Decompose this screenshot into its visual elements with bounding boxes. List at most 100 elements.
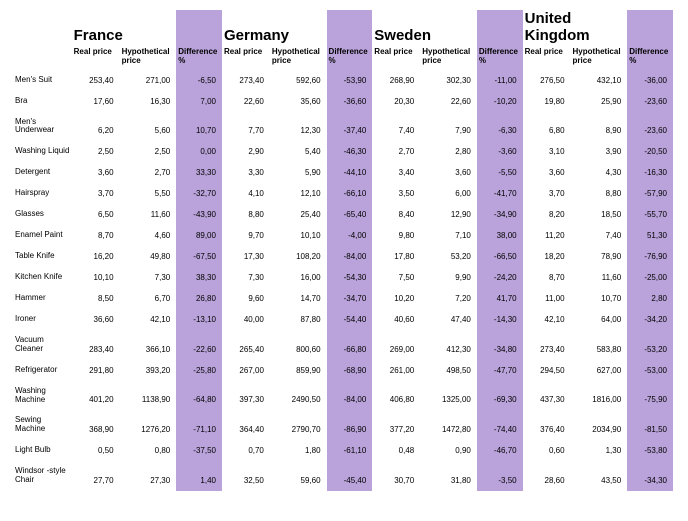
germany-real-cell: 3,30: [222, 162, 270, 183]
uk-hyp-cell: 8,90: [571, 112, 628, 142]
uk-diff-cell: -75,90: [627, 381, 673, 411]
germany-hyp-cell: 2790,70: [270, 410, 327, 440]
france-diff-cell: 1,40: [176, 461, 222, 491]
germany-hyp-cell: 12,10: [270, 183, 327, 204]
france-hyp-cell: 5,50: [120, 183, 177, 204]
france-hyp-cell: 0,80: [120, 440, 177, 461]
france-real-cell: 401,20: [72, 381, 120, 411]
france-real-cell: 283,40: [72, 330, 120, 360]
france-hyp-cell: 6,70: [120, 288, 177, 309]
sweden-hyp-cell: 6,00: [420, 183, 477, 204]
uk-real-cell: 437,30: [523, 381, 571, 411]
sweden-hyp-cell: 9,90: [420, 267, 477, 288]
table-row: Vacuum Cleaner283,40366,10-22,60265,4080…: [15, 330, 673, 360]
sweden-diff-cell: -6,30: [477, 112, 523, 142]
germany-diff-cell: -61,10: [327, 440, 373, 461]
france-hyp-cell: 393,20: [120, 360, 177, 381]
sweden-real-cell: 3,50: [372, 183, 420, 204]
france-diff-cell: -22,60: [176, 330, 222, 360]
product-label: Ironer: [15, 309, 72, 330]
country-sweden: Sweden: [372, 10, 477, 46]
col-hyp: Hypothetical price: [420, 46, 477, 70]
germany-real-cell: 22,60: [222, 91, 270, 112]
sweden-diff-cell: -69,30: [477, 381, 523, 411]
col-hyp: Hypothetical price: [270, 46, 327, 70]
uk-hyp-cell: 25,90: [571, 91, 628, 112]
germany-diff-cell: -65,40: [327, 204, 373, 225]
france-real-cell: 0,50: [72, 440, 120, 461]
germany-real-cell: 9,60: [222, 288, 270, 309]
table-row: Hammer8,506,7026,809,6014,70-34,7010,207…: [15, 288, 673, 309]
france-diff-cell: 33,30: [176, 162, 222, 183]
country-germany: Germany: [222, 10, 327, 46]
france-real-cell: 27,70: [72, 461, 120, 491]
sweden-real-cell: 10,20: [372, 288, 420, 309]
product-label: Refrigerator: [15, 360, 72, 381]
france-real-cell: 36,60: [72, 309, 120, 330]
france-diff-cell: 7,00: [176, 91, 222, 112]
germany-real-cell: 2,90: [222, 141, 270, 162]
col-real: Real price: [372, 46, 420, 70]
table-row: Bra17,6016,307,0022,6035,60-36,6020,3022…: [15, 91, 673, 112]
sweden-diff-cell: -34,80: [477, 330, 523, 360]
product-label: Kitchen Knife: [15, 267, 72, 288]
france-diff-cell: -13,10: [176, 309, 222, 330]
uk-diff-cell: -16,30: [627, 162, 673, 183]
france-real-cell: 3,60: [72, 162, 120, 183]
france-hyp-cell: 27,30: [120, 461, 177, 491]
sweden-hyp-cell: 7,90: [420, 112, 477, 142]
france-hyp-cell: 271,00: [120, 70, 177, 91]
france-real-cell: 368,90: [72, 410, 120, 440]
germany-hyp-cell: 800,60: [270, 330, 327, 360]
uk-hyp-cell: 432,10: [571, 70, 628, 91]
sweden-hyp-cell: 0,90: [420, 440, 477, 461]
uk-real-cell: 42,10: [523, 309, 571, 330]
germany-real-cell: 9,70: [222, 225, 270, 246]
table-row: Glasses6,5011,60-43,908,8025,40-65,408,4…: [15, 204, 673, 225]
sweden-diff-cell: -5,50: [477, 162, 523, 183]
uk-hyp-cell: 78,90: [571, 246, 628, 267]
uk-hyp-cell: 2034,90: [571, 410, 628, 440]
germany-real-cell: 17,30: [222, 246, 270, 267]
germany-real-cell: 397,30: [222, 381, 270, 411]
sweden-hyp-cell: 31,80: [420, 461, 477, 491]
sweden-diff-cell: 38,00: [477, 225, 523, 246]
germany-real-cell: 265,40: [222, 330, 270, 360]
france-real-cell: 253,40: [72, 70, 120, 91]
sweden-hyp-cell: 7,10: [420, 225, 477, 246]
france-hyp-cell: 16,30: [120, 91, 177, 112]
table-row: Ironer36,6042,10-13,1040,0087,80-54,4040…: [15, 309, 673, 330]
france-diff-cell: 38,30: [176, 267, 222, 288]
uk-diff-cell: -20,50: [627, 141, 673, 162]
uk-hyp-cell: 627,00: [571, 360, 628, 381]
product-label: Table Knife: [15, 246, 72, 267]
col-real: Real price: [222, 46, 270, 70]
uk-diff-cell: -55,70: [627, 204, 673, 225]
uk-diff-cell: -34,30: [627, 461, 673, 491]
product-label: Detergent: [15, 162, 72, 183]
table-row: Table Knife16,2049,80-67,5017,30108,20-8…: [15, 246, 673, 267]
table-row: Light Bulb0,500,80-37,500,701,80-61,100,…: [15, 440, 673, 461]
sweden-hyp-cell: 12,90: [420, 204, 477, 225]
sweden-real-cell: 17,80: [372, 246, 420, 267]
sweden-real-cell: 0,48: [372, 440, 420, 461]
france-diff-cell: -6,50: [176, 70, 222, 91]
table-row: Enamel Paint8,704,6089,009,7010,10-4,009…: [15, 225, 673, 246]
germany-diff-cell: -46,30: [327, 141, 373, 162]
germany-real-cell: 0,70: [222, 440, 270, 461]
sweden-diff-cell: -14,30: [477, 309, 523, 330]
france-real-cell: 10,10: [72, 267, 120, 288]
col-diff: Difference %: [627, 46, 673, 70]
sweden-real-cell: 261,00: [372, 360, 420, 381]
germany-diff-cell: -44,10: [327, 162, 373, 183]
col-hyp: Hypothetical price: [571, 46, 628, 70]
sweden-real-cell: 8,40: [372, 204, 420, 225]
product-label: Washing Machine: [15, 381, 72, 411]
germany-hyp-cell: 12,30: [270, 112, 327, 142]
uk-real-cell: 28,60: [523, 461, 571, 491]
uk-diff-cell: -34,20: [627, 309, 673, 330]
germany-hyp-cell: 5,90: [270, 162, 327, 183]
column-header-row: Real price Hypothetical price Difference…: [15, 46, 673, 70]
germany-diff-cell: -53,90: [327, 70, 373, 91]
france-real-cell: 6,20: [72, 112, 120, 142]
